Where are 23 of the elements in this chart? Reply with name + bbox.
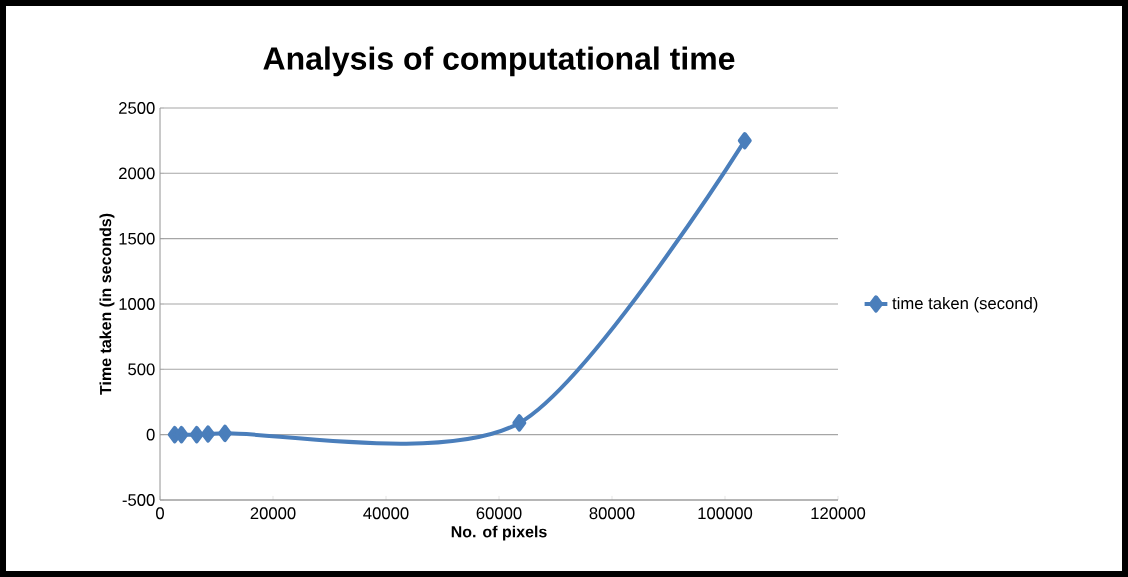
x-tick-label: 40000 [363, 507, 409, 520]
point [217, 424, 232, 443]
y-tick-label: 500 [128, 363, 155, 376]
x-tick-label: 100000 [698, 507, 753, 520]
y-tick-label: 2500 [119, 102, 155, 114]
y-axis-title: Time taken (in seconds) [99, 213, 115, 395]
y-tick-label: 1000 [119, 298, 155, 310]
x-tick-label: 60000 [476, 507, 522, 520]
x-tick-label: 120000 [811, 507, 866, 520]
x-tick-label: 80000 [589, 507, 635, 520]
point [737, 131, 752, 150]
legend-label: time taken (second) [892, 296, 1038, 313]
y-tick-label: 1500 [119, 232, 155, 245]
point [512, 414, 527, 432]
x-tick-label: 0 [156, 507, 164, 520]
y-tick-label: 2000 [119, 167, 155, 180]
x-axis-title: No. of pixels [451, 525, 547, 541]
y-tick-label: 0 [146, 428, 155, 441]
y-tick-label: -500 [122, 494, 155, 506]
point [189, 425, 204, 444]
x-tick-label: 20000 [250, 507, 296, 520]
point [201, 425, 216, 443]
chart-title: Analysis of computational time [263, 46, 735, 77]
